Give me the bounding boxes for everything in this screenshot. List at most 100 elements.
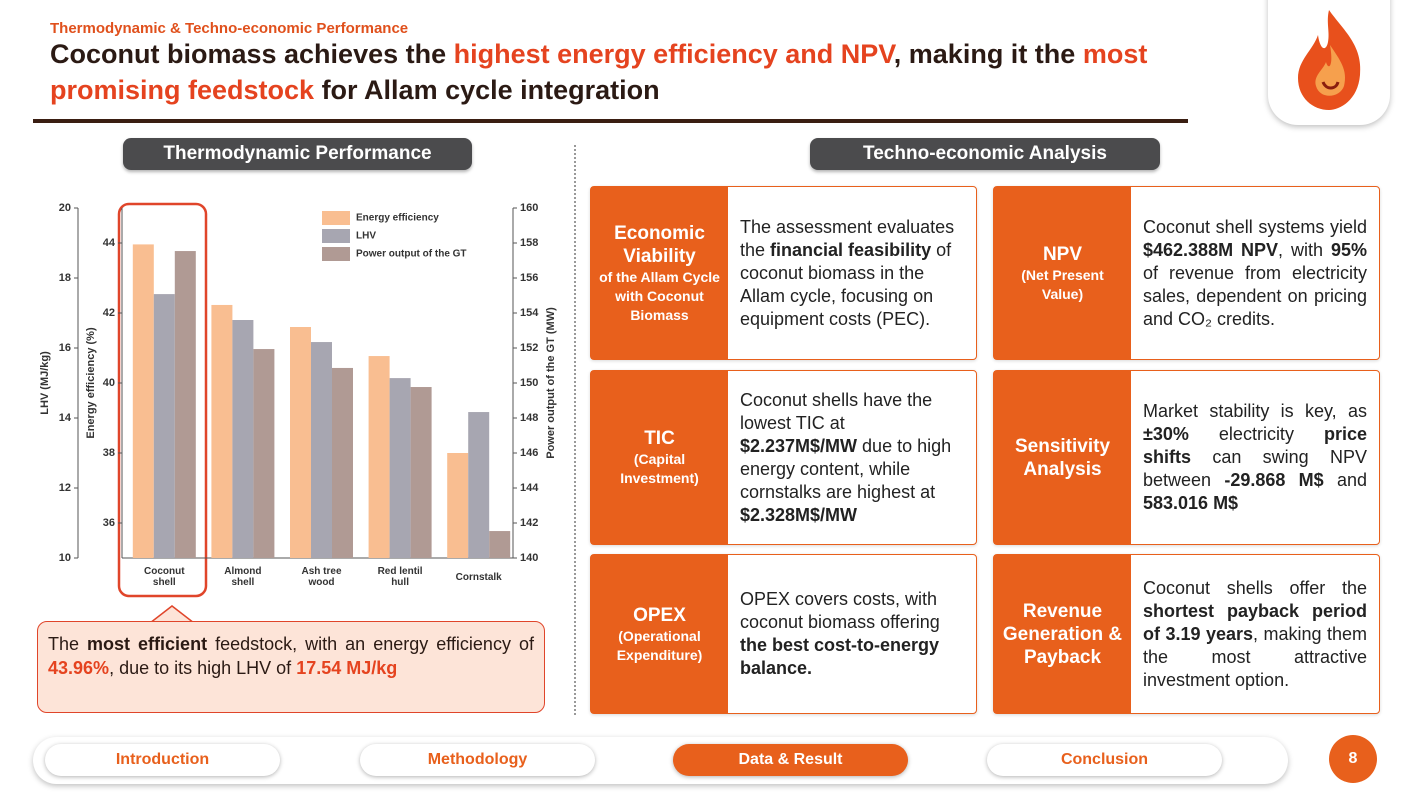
bar [368, 356, 390, 558]
text-run: The assessment evaluates the [740, 216, 955, 260]
card-label: NPV (Net Present Value) [994, 187, 1131, 359]
axis-title: Energy efficiency (%) [85, 327, 97, 439]
text-run: most promising feedstock [50, 39, 1148, 105]
info-card: Economic Viability of the Allam Cycle wit… [590, 186, 977, 360]
text-run: -29.868 M$ [1224, 470, 1324, 490]
card-text: Coconut shell systems yield $462.388M NP… [1131, 187, 1379, 359]
text-run: Coconut shells have the lowest TIC at [740, 389, 933, 433]
text-run: can swing NPV between [1143, 447, 1367, 490]
title-rule [33, 119, 1188, 123]
legend-swatch [322, 247, 350, 261]
y-tick-label: 142 [520, 517, 538, 529]
info-card: OPEX (Operational Expenditure) OPEX covers… [590, 554, 977, 714]
text-run: 95% [1330, 239, 1367, 260]
y-tick-label: 150 [520, 377, 538, 389]
y-tick-label: 148 [520, 412, 538, 424]
y-tick-label: 140 [520, 552, 538, 564]
card-text: OPEX covers costs, with coconut biomass … [728, 555, 976, 713]
bar [211, 304, 233, 558]
card-text: Market stability is key, as ±30% electri… [1131, 371, 1379, 544]
text-run: most efficient [87, 634, 208, 654]
legend-swatch [322, 211, 350, 225]
card-text-body: OPEX covers costs, with coconut biomass … [740, 588, 964, 680]
chart: 10 12 14 16 18 20 LHV (MJ/kg) 36 38 40 42 44 Energy … [39, 202, 557, 622]
nav-button[interactable]: Methodology [360, 744, 595, 776]
text-run: highest energy efficiency and NPV [453, 39, 894, 69]
card-title: TIC [644, 428, 675, 449]
nav-button[interactable]: Conclusion [987, 744, 1222, 776]
section-header: Techno-economic Analysis [810, 138, 1160, 170]
info-card: Revenue Generation & Payback Coconut shel… [993, 554, 1380, 714]
y-tick-label: 42 [103, 307, 115, 319]
y-tick-label: 44 [103, 237, 116, 249]
card-label: OPEX (Operational Expenditure) [591, 555, 728, 713]
bar [132, 244, 154, 558]
text-run: for Allam cycle integration [314, 75, 660, 105]
text-run: ±30% [1143, 424, 1189, 444]
bar [153, 294, 175, 558]
legend-swatch [322, 229, 350, 243]
info-card: NPV (Net Present Value) Coconut shell syst… [993, 186, 1380, 360]
card-text-body: The assessment evaluates the financial f… [740, 216, 964, 331]
bar [489, 531, 511, 558]
y-tick-label: 146 [520, 447, 538, 459]
bar [410, 387, 432, 558]
y-tick-label: 12 [59, 482, 71, 494]
text-run: Coconut biomass achieves the [50, 39, 454, 69]
text-run: and [1323, 470, 1367, 490]
y-tick-label: 160 [520, 202, 538, 214]
text-run: 43.96% [48, 658, 110, 678]
x-tick-label: Red lentil hull [377, 566, 423, 588]
y-tick-label: 10 [59, 552, 71, 564]
text-run: Coconut shells offer the [1143, 577, 1367, 598]
legend-label: LHV [356, 231, 376, 242]
text-run: shortest payback period of 3.19 years [1143, 600, 1367, 644]
nav-button[interactable]: Data & Result [673, 744, 908, 776]
card-text-body: Coconut shells offer the shortest paybac… [1143, 577, 1367, 692]
bar [232, 320, 254, 558]
card-title: Economic Viability [614, 222, 705, 267]
y-tick-label: 158 [520, 237, 538, 249]
bar [174, 251, 196, 559]
text-run: 17.54 MJ/kg [296, 658, 398, 678]
bar [332, 367, 353, 558]
text-run: due to high energy content, while cornst… [740, 435, 952, 502]
info-card: TIC (Capital Investment) Coconut shells ha… [590, 370, 977, 545]
x-tick-label: Almond shell [224, 566, 262, 588]
text-run: electricity [1188, 424, 1324, 444]
y-tick-label: 144 [520, 482, 539, 494]
text-run: $462.388M NPV [1143, 239, 1279, 260]
y-tick-label: 18 [59, 272, 71, 284]
y-tick-label: 20 [59, 202, 71, 214]
card-text-body: Market stability is key, as ±30% electri… [1143, 400, 1367, 515]
bar [468, 412, 490, 558]
info-card: Sensitivity Analysis Market stability is … [993, 370, 1380, 545]
y-tick-label: 156 [520, 272, 538, 284]
text-run: OPEX covers costs, with coconut biomass … [740, 589, 940, 632]
y-tick-label: 36 [103, 517, 115, 529]
text-run: $2.328M$/MW [740, 504, 858, 525]
y-tick-label: 40 [103, 377, 115, 389]
axis-title: LHV (MJ/kg) [39, 351, 51, 415]
axis-title: Power output of the GT (MW) [545, 307, 557, 459]
text-run: Coconut shell systems yield [1143, 216, 1367, 237]
slide-title: Coconut biomass achieves the highest ene… [50, 36, 1250, 108]
logo [1298, 10, 1361, 110]
text-run: $2.237M$/MW [740, 435, 858, 456]
y-tick-label: 38 [103, 447, 115, 459]
card-subtitle: (Capital Investment) [620, 451, 699, 486]
logo-box [1268, 0, 1390, 125]
card-title: NPV [1042, 243, 1083, 265]
nav-button[interactable]: Introduction [45, 744, 280, 776]
text-run: the best cost-to-energy balance. [740, 635, 940, 678]
card-title: Sensitivity Analysis [1014, 435, 1111, 480]
card-label: Revenue Generation & Payback [994, 555, 1131, 713]
card-text: The assessment evaluates the financial f… [728, 187, 976, 359]
text-run: , due to its high LHV of [109, 658, 297, 678]
text-run: price shifts [1143, 424, 1367, 467]
card-subtitle: of the Allam Cycle with Coconut Biomass [599, 268, 720, 323]
text-run: , making it the [893, 39, 1083, 69]
card-label: Sensitivity Analysis [994, 371, 1131, 544]
text-run: feedstock, with an energy efficiency of [207, 634, 534, 654]
x-tick-label: Ash tree wood [301, 566, 342, 588]
